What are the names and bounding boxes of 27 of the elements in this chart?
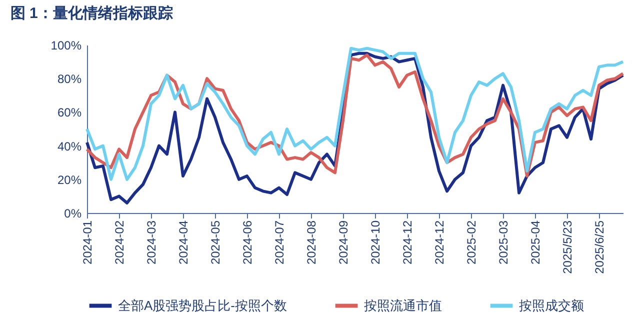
legend-label: 按照流通市值 [364, 298, 442, 313]
legend-label: 全部A股强势股占比-按照个数 [118, 298, 287, 313]
y-tick-label: 40% [57, 139, 82, 154]
x-tick-label: 2025-04 [528, 220, 542, 265]
x-tick-label: 2024-12 [400, 220, 414, 265]
x-tick-label: 2024-12 [432, 220, 446, 265]
x-tick-label: 2025/6/25 [592, 220, 606, 274]
x-tick-label: 2024-01 [80, 220, 94, 265]
x-tick-label: 2024-10 [368, 220, 382, 265]
y-tick-label: 60% [57, 106, 82, 120]
y-tick-label: 20% [57, 172, 82, 187]
y-tick-label: 0% [64, 206, 82, 220]
x-tick-label: 2024-06 [240, 220, 254, 265]
x-tick-label: 2024-07 [272, 220, 286, 265]
x-tick-label: 2024-05 [208, 220, 222, 265]
legend-label: 按照成交额 [519, 298, 584, 313]
x-tick-label: 2024-03 [144, 220, 158, 265]
x-tick-label: 2024-04 [176, 220, 190, 265]
chart-title: 图 1：量化情绪指标跟踪 [10, 5, 173, 22]
x-tick-label: 2025/5/23 [560, 220, 574, 274]
y-tick-label: 100% [50, 38, 82, 52]
x-tick-label: 2024-09 [336, 220, 350, 265]
x-tick-label: 2024-02 [112, 220, 126, 265]
x-tick-label: 2025-03 [496, 220, 510, 265]
y-tick-label: 80% [57, 72, 82, 86]
x-tick-label: 2024-08 [304, 220, 318, 265]
x-tick-label: 2025-02 [464, 220, 478, 265]
